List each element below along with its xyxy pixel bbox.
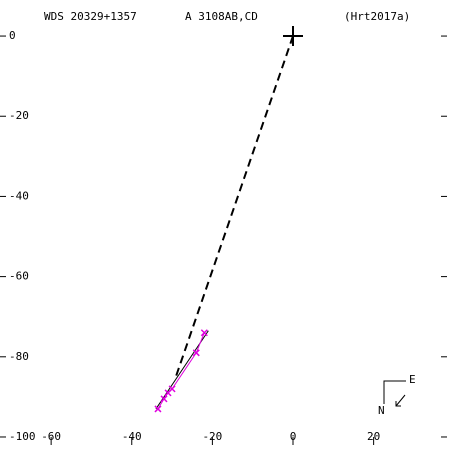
y-tick-label: 0 [9,29,16,42]
compass-axes [383,380,406,404]
y-tick-label: -100 [9,430,36,443]
compass: E N [378,373,416,417]
compass-arrowhead [395,401,401,407]
x-tick-label: -40 [122,430,142,443]
y-tick-label: -40 [9,189,29,202]
primary-marker [283,26,304,47]
point-marker [160,395,168,403]
y-tick-label: -20 [9,109,29,122]
y-tick-label: -80 [9,350,29,363]
compass-east: E [409,373,416,386]
x-tick-label: 0 [290,430,297,443]
point-marker [154,405,162,413]
point-marker [168,385,176,393]
header-center: A 3108AB,CD [185,10,258,23]
x-tick-label: -20 [202,430,222,443]
x-tick-label: 20 [367,430,380,443]
x-tick-label: -60 [41,430,61,443]
header-left: WDS 20329+1357 [44,10,137,23]
series-line [175,35,294,377]
point-marker [192,349,200,357]
header-right: (Hrt2017a) [344,10,410,23]
y-tick-label: -60 [9,270,29,283]
point-marker [200,329,208,337]
compass-north: N [378,404,385,417]
compass-arrow [395,394,406,407]
